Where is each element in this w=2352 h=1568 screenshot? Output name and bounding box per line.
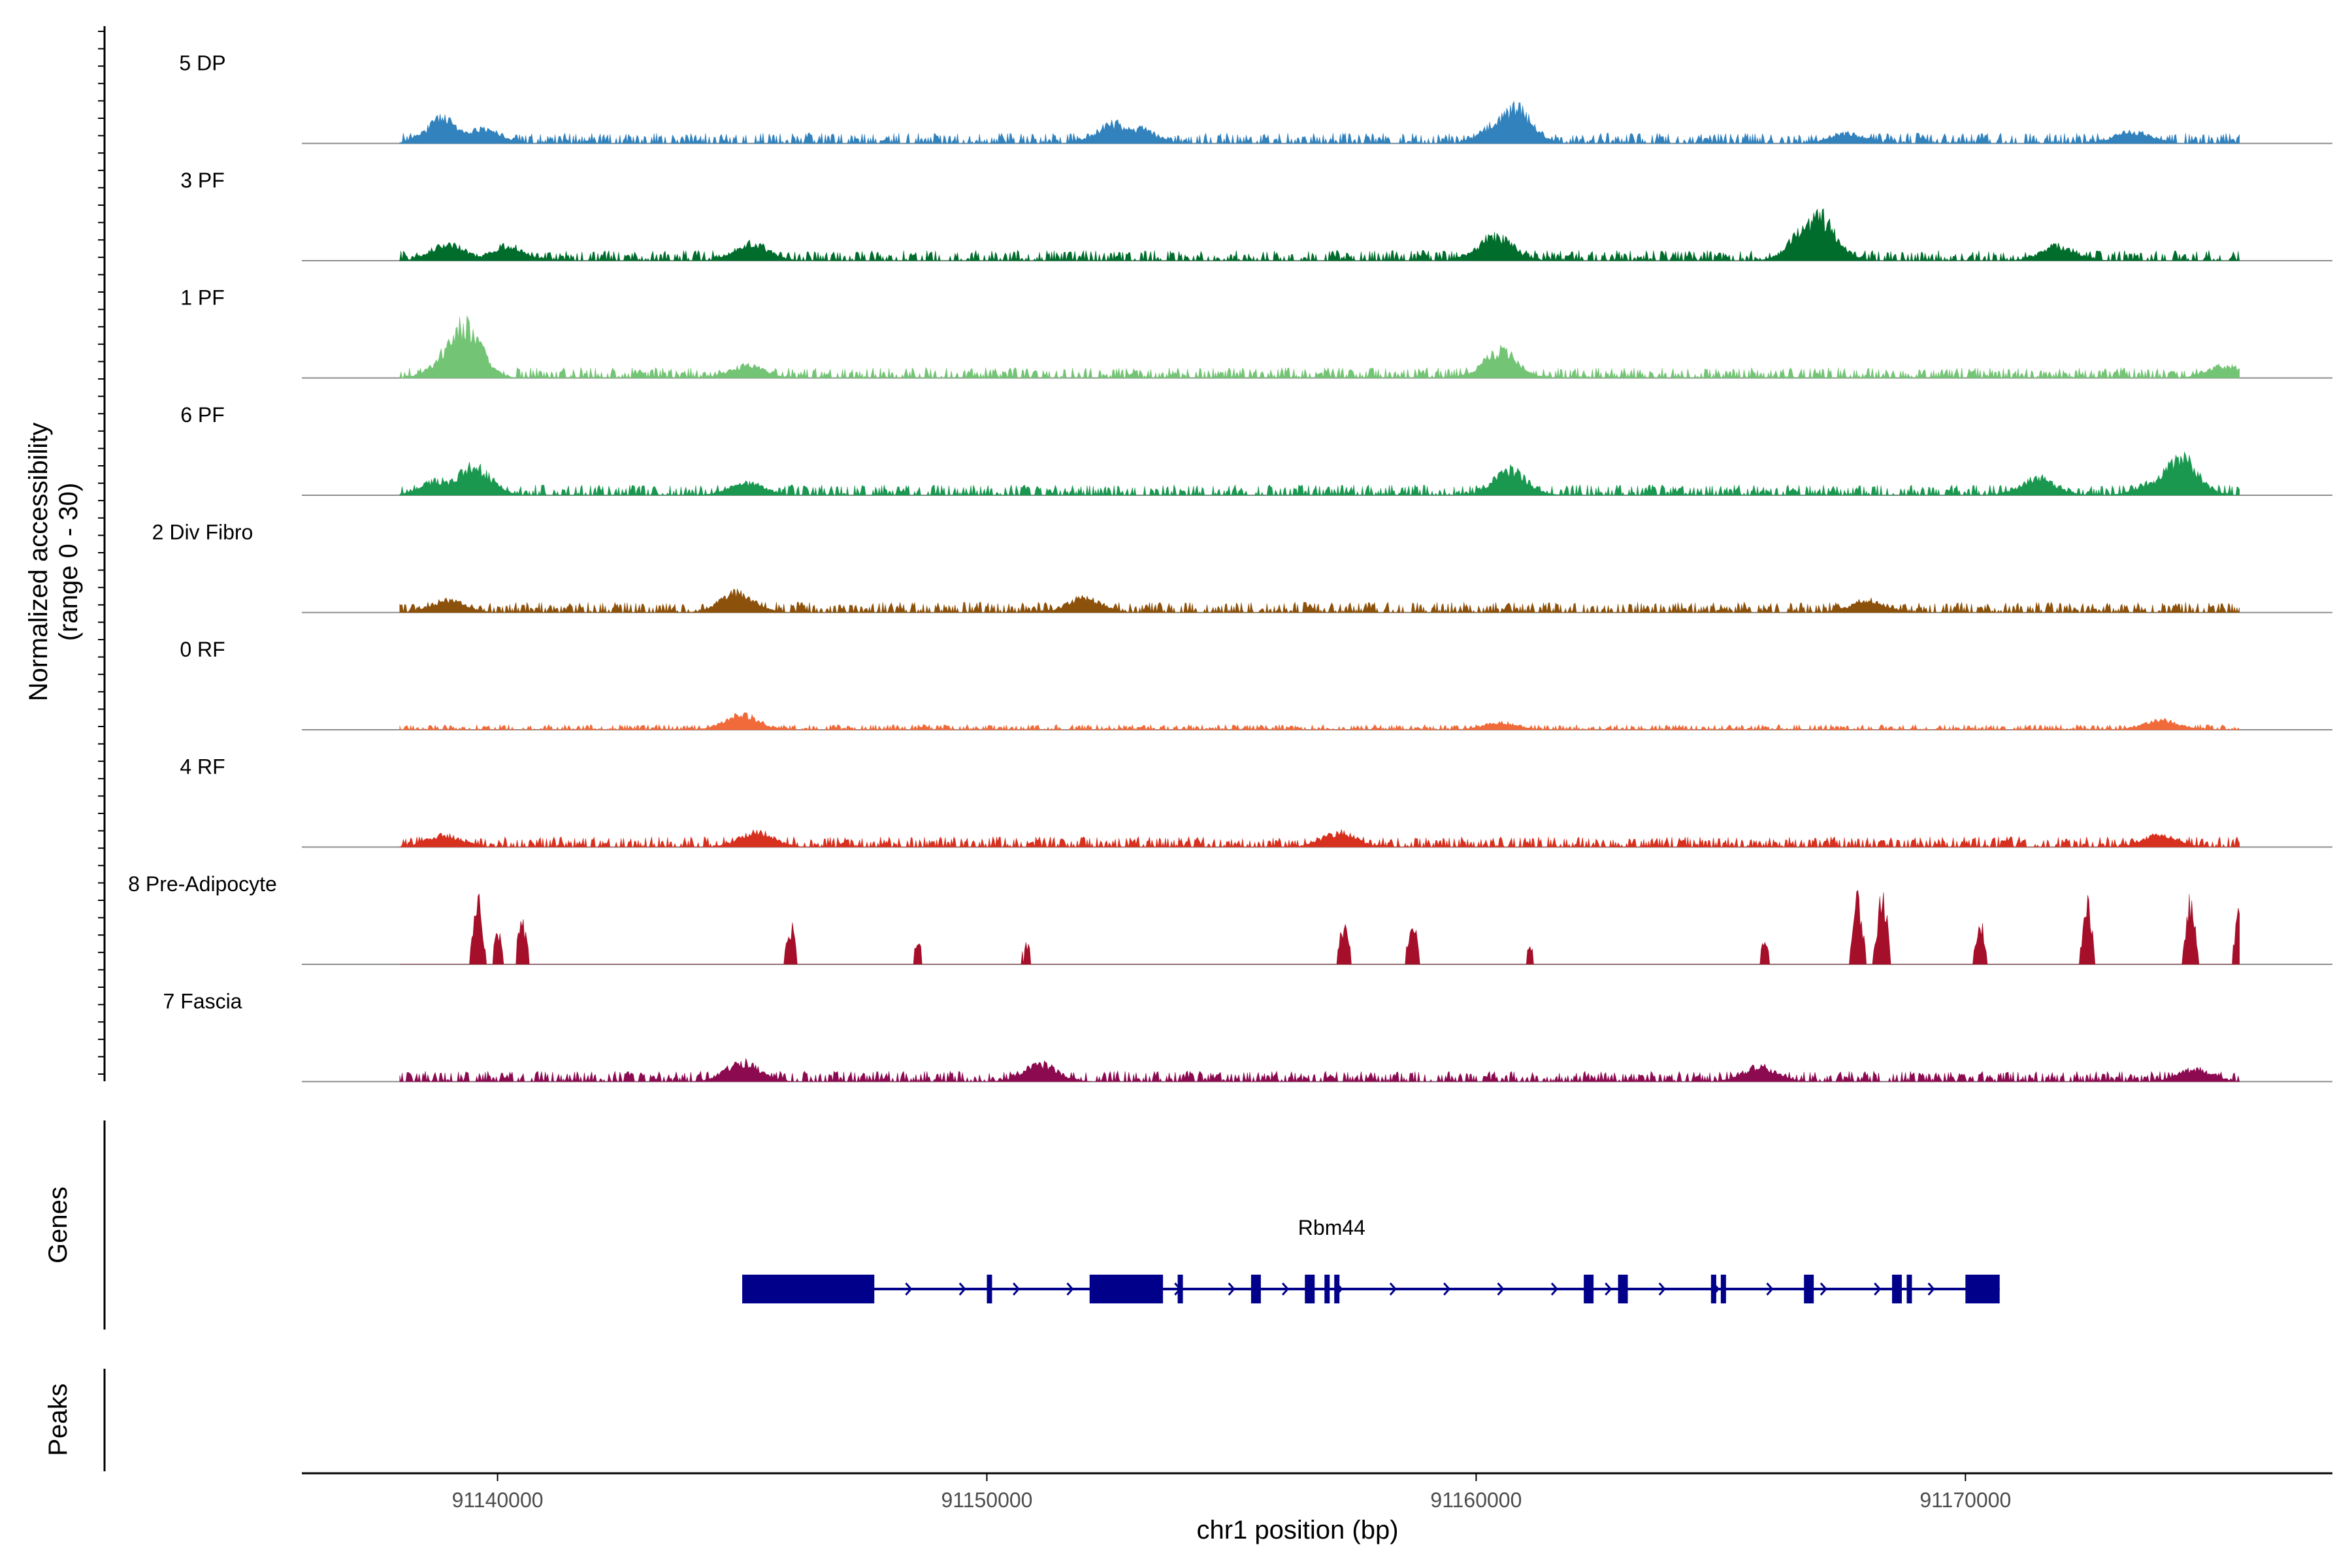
strand-arrow — [1066, 1282, 1074, 1296]
y-axis-label-range: (range 0 - 30) — [54, 483, 83, 641]
track-5-dp: 5 DP — [179, 52, 2332, 144]
x-tick-label: 91150000 — [941, 1488, 1032, 1512]
track-3-pf: 3 PF — [180, 169, 2332, 262]
coverage-area — [399, 451, 2240, 497]
gene-exon — [1965, 1275, 2000, 1303]
x-tick-label: 91140000 — [452, 1488, 544, 1512]
gene-name: Rbm44 — [1298, 1216, 1365, 1239]
gene-exon — [987, 1275, 992, 1303]
gene-exon — [1906, 1275, 1912, 1303]
track-7-fascia: 7 Fascia — [163, 990, 2332, 1083]
x-axis-label: chr1 position (bp) — [1196, 1516, 1398, 1544]
genes-panel-label: Genes — [44, 1186, 73, 1264]
coverage-area — [399, 101, 2240, 144]
strand-arrow — [1820, 1282, 1827, 1296]
track-label: 4 RF — [180, 755, 225, 779]
coverage-area — [399, 208, 2240, 262]
strand-arrow — [1228, 1282, 1235, 1296]
gene-exon — [1618, 1275, 1628, 1303]
gene-exon — [1720, 1275, 1726, 1303]
strand-arrow — [1389, 1282, 1397, 1296]
gene-exon — [1089, 1275, 1164, 1303]
track-label: 8 Pre-Adipocyte — [128, 872, 277, 896]
strand-arrow — [1550, 1282, 1558, 1296]
gene-rbm44: Rbm44 — [742, 1216, 2000, 1303]
strand-arrow — [1605, 1282, 1612, 1296]
gene-exon — [1324, 1275, 1330, 1303]
gene-exon — [1177, 1275, 1183, 1303]
track-6-pf: 6 PF — [180, 403, 2332, 497]
coverage-area — [399, 890, 2240, 965]
gene-exon — [1804, 1275, 1814, 1303]
gene-exon — [1250, 1275, 1261, 1303]
track-label: 0 RF — [180, 638, 225, 661]
strand-arrow — [905, 1282, 913, 1296]
gene-exon — [1710, 1275, 1716, 1303]
strand-arrow — [958, 1282, 966, 1296]
strand-arrow — [1497, 1282, 1505, 1296]
x-tick-label: 91160000 — [1430, 1488, 1522, 1512]
strand-arrow — [1927, 1282, 1935, 1296]
gene-exon — [1891, 1275, 1902, 1303]
track-label: 7 Fascia — [163, 990, 242, 1013]
strand-arrow — [1874, 1282, 1882, 1296]
coverage-area — [399, 1058, 2240, 1083]
track-8-pre-adipocyte: 8 Pre-Adipocyte — [128, 872, 2332, 965]
gene-exon — [1584, 1275, 1594, 1303]
gene-exon — [1305, 1275, 1315, 1303]
gene-exon — [1334, 1275, 1340, 1303]
track-1-pf: 1 PF — [180, 286, 2332, 379]
strand-arrow — [1766, 1282, 1774, 1296]
coverage-area — [399, 828, 2240, 848]
coverage-area — [399, 588, 2240, 613]
track-label: 2 Div Fibro — [152, 521, 253, 544]
track-label: 3 PF — [180, 169, 225, 192]
coverage-area — [399, 712, 2240, 731]
track-label: 1 PF — [180, 286, 225, 310]
track-label: 5 DP — [179, 52, 225, 75]
x-tick-label: 91170000 — [1919, 1488, 2011, 1512]
track-2-div-fibro: 2 Div Fibro — [152, 521, 2332, 613]
peaks-panel-label: Peaks — [44, 1383, 73, 1456]
y-axis-label-group: Normalized accessibility (range 0 - 30) — [24, 423, 83, 702]
strand-arrow — [1281, 1282, 1290, 1296]
track-4-rf: 4 RF — [180, 755, 2332, 848]
y-axis-label: Normalized accessibility — [24, 423, 53, 702]
strand-arrow — [1443, 1282, 1451, 1296]
coverage-area — [399, 316, 2240, 379]
strand-arrow — [1658, 1282, 1666, 1296]
gene-exon — [742, 1275, 875, 1303]
track-label: 6 PF — [180, 403, 225, 427]
strand-arrow — [1013, 1282, 1021, 1296]
track-0-rf: 0 RF — [180, 638, 2332, 731]
